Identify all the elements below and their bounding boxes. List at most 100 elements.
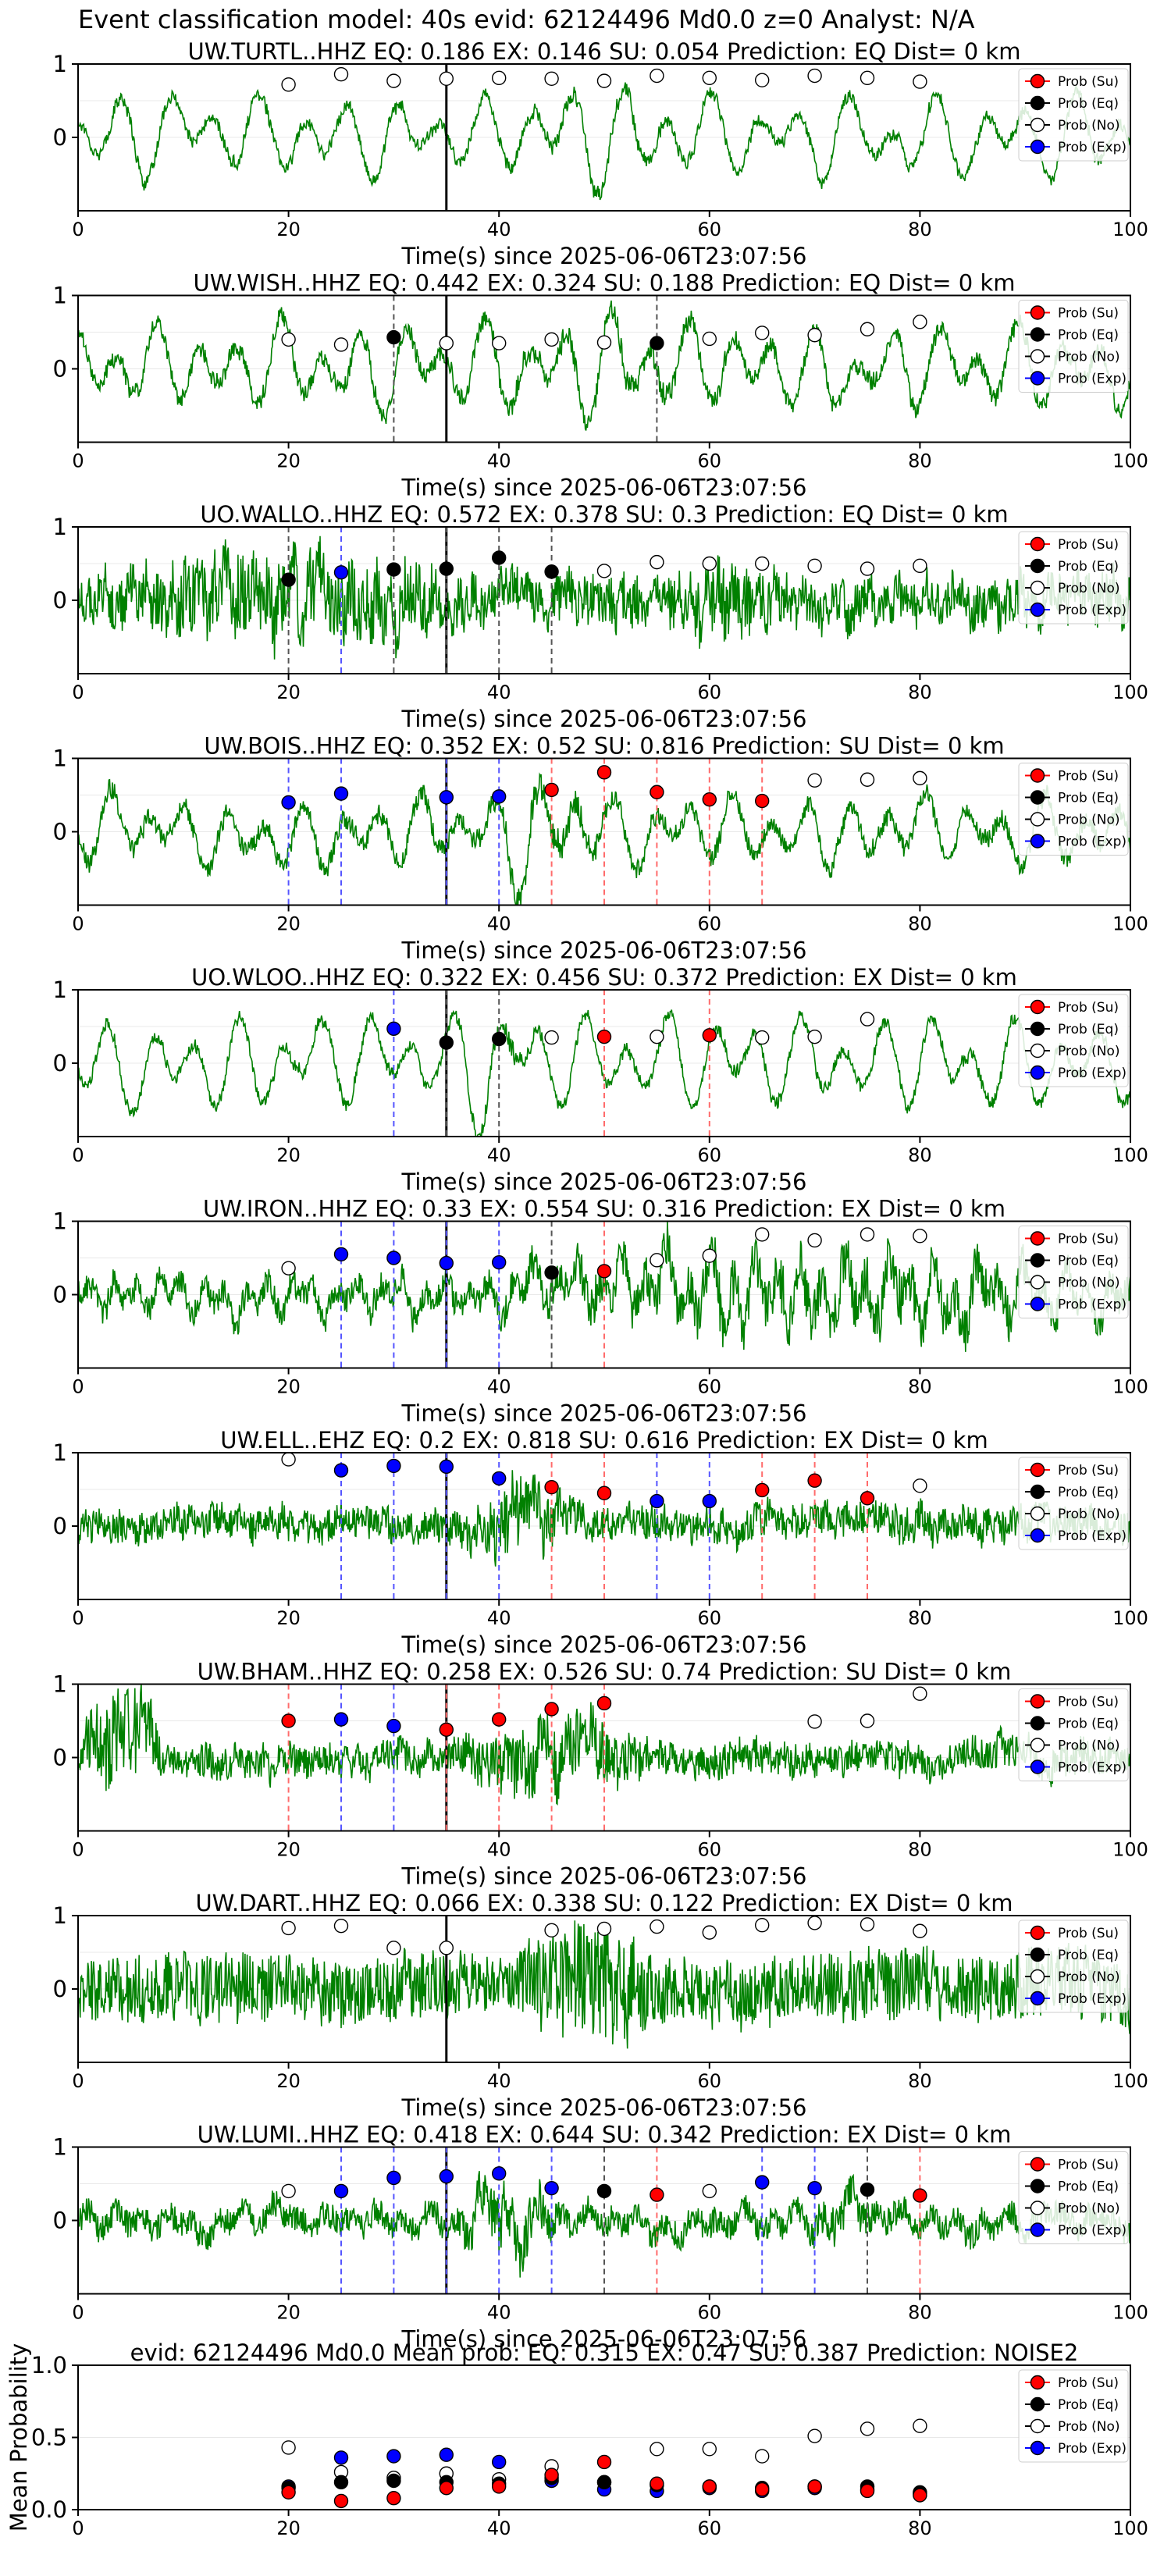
- legend-marker-no: [1030, 1043, 1045, 1059]
- prob-point-exp: [755, 2175, 770, 2190]
- prob-point-no: [807, 558, 822, 574]
- mean-point-su: [492, 2479, 507, 2494]
- legend-label: Prob (No): [1058, 1738, 1120, 1754]
- legend: Prob (Su) Prob (Eq) Prob (No) Prob (Exp): [1018, 300, 1129, 393]
- prob-point-no: [650, 554, 664, 570]
- x-tick-label: 100: [1112, 1144, 1148, 1166]
- x-tick-label: 20: [276, 219, 301, 240]
- legend-label: Prob (No): [1058, 2419, 1120, 2435]
- legend-label: Prob (Exp): [1058, 372, 1127, 387]
- prob-point-exp: [492, 1471, 507, 1486]
- y-tick-label: 1: [53, 1671, 67, 1698]
- prob-point-exp: [492, 2166, 507, 2181]
- prob-point-su: [755, 793, 770, 809]
- legend-marker-exp: [1030, 1528, 1045, 1543]
- x-tick-label: 40: [487, 1376, 511, 1398]
- x-axis-label: Time(s) since 2025-06-06T23:07:56: [401, 1863, 807, 1890]
- x-tick-label: 20: [276, 1839, 301, 1861]
- prob-point-no: [860, 772, 875, 787]
- prob-point-exp: [333, 2183, 349, 2199]
- x-axis-label: Time(s) since 2025-06-06T23:07:56: [401, 1631, 807, 1658]
- x-tick-label: 100: [1112, 1607, 1148, 1629]
- legend-label: Prob (Su): [1058, 537, 1119, 553]
- prob-point-exp: [439, 2169, 454, 2184]
- legend-marker-su: [1030, 1231, 1045, 1246]
- legend-label: Prob (No): [1058, 1507, 1120, 1522]
- station-panel-6: UW.IRON..HHZ EQ: 0.33 EX: 0.554 SU: 0.31…: [53, 1196, 1148, 1427]
- x-tick-label: 100: [1112, 1839, 1148, 1861]
- legend: Prob (Su) Prob (Eq) Prob (No) Prob (Exp): [1018, 1226, 1129, 1318]
- legend-label: Prob (Su): [1058, 769, 1119, 785]
- prob-point-no: [755, 326, 770, 340]
- x-tick-label: 80: [908, 913, 932, 935]
- y-tick-label: 1: [53, 977, 67, 1003]
- prob-point-no: [281, 332, 296, 347]
- x-tick-label: 20: [276, 1376, 301, 1398]
- mean-point-su: [439, 2481, 454, 2496]
- legend-marker-exp: [1030, 1991, 1045, 2006]
- prob-point-no: [860, 1227, 875, 1242]
- mean-point-su: [755, 2482, 770, 2497]
- mean-point-no: [281, 2440, 296, 2455]
- x-axis-label: Time(s) since 2025-06-06T23:07:56: [401, 475, 807, 501]
- x-tick-label: 40: [487, 219, 511, 240]
- station-panel-4: UW.BOIS..HHZ EQ: 0.352 EX: 0.52 SU: 0.81…: [53, 733, 1148, 964]
- prob-point-no: [650, 1029, 664, 1044]
- legend-label: Prob (No): [1058, 581, 1120, 596]
- x-tick-label: 80: [908, 1607, 932, 1629]
- legend-label: Prob (Su): [1058, 1463, 1119, 1478]
- x-tick-label: 80: [908, 2070, 932, 2092]
- prob-point-eq: [544, 564, 559, 579]
- station-panel-3: UO.WALLO..HHZ EQ: 0.572 EX: 0.378 SU: 0.…: [53, 501, 1148, 732]
- x-tick-label: 100: [1112, 2517, 1148, 2539]
- prob-point-eq: [860, 2182, 875, 2197]
- legend-marker-no: [1030, 117, 1045, 133]
- prob-point-no: [439, 71, 454, 87]
- prob-point-no: [281, 1261, 296, 1276]
- mean-point-su: [913, 2488, 927, 2503]
- prob-point-no: [333, 66, 349, 82]
- prob-point-no: [807, 1233, 822, 1248]
- prob-point-exp: [807, 2180, 822, 2196]
- panel-title: UO.WLOO..HHZ EQ: 0.322 EX: 0.456 SU: 0.3…: [191, 964, 1017, 991]
- x-tick-label: 100: [1112, 450, 1148, 472]
- legend-marker-no: [1030, 1738, 1045, 1752]
- mean-point-no: [913, 2418, 927, 2433]
- x-tick-label: 40: [487, 2517, 511, 2539]
- prob-point-no: [702, 1248, 717, 1263]
- prob-point-su: [702, 1028, 717, 1043]
- x-tick-label: 40: [487, 681, 511, 703]
- panel-title: evid: 62124496 Md0.0 Mean prob: EQ: 0.31…: [130, 2339, 1079, 2366]
- legend-box: [1018, 68, 1129, 162]
- waveform-trace: [77, 772, 1131, 906]
- x-tick-label: 20: [276, 913, 301, 935]
- prob-point-no: [596, 564, 612, 578]
- mean-point-su: [386, 2490, 401, 2506]
- legend-marker-su: [1030, 999, 1045, 1015]
- x-tick-label: 40: [487, 2070, 511, 2092]
- legend-box: [1018, 2369, 1129, 2463]
- x-tick-label: 60: [698, 681, 722, 703]
- prob-point-no: [913, 315, 927, 329]
- legend-marker-exp: [1030, 1759, 1045, 1774]
- x-axis-label: Time(s) since 2025-06-06T23:07:56: [401, 1169, 807, 1195]
- station-panel-5: UO.WLOO..HHZ EQ: 0.322 EX: 0.456 SU: 0.3…: [53, 964, 1148, 1195]
- prob-point-no: [913, 1686, 927, 1701]
- waveform-trace: [77, 1009, 1131, 1137]
- prob-point-exp: [333, 565, 349, 580]
- prob-point-su: [650, 2187, 664, 2202]
- prob-point-exp: [492, 789, 507, 804]
- legend-label: Prob (Eq): [1058, 1485, 1119, 1500]
- prob-point-exp: [439, 1459, 454, 1475]
- prob-point-eq: [281, 572, 296, 587]
- x-tick-label: 40: [487, 2302, 511, 2324]
- waveform-trace: [77, 535, 1131, 660]
- prob-point-no: [386, 73, 401, 88]
- legend-label: Prob (Su): [1058, 2375, 1119, 2391]
- prob-point-no: [755, 1227, 770, 1242]
- prob-point-no: [913, 1923, 927, 1938]
- mean-point-eq: [386, 2473, 401, 2489]
- legend-marker-su: [1030, 73, 1045, 89]
- legend-marker-no: [1030, 1275, 1045, 1290]
- legend-marker-no: [1030, 1506, 1045, 1521]
